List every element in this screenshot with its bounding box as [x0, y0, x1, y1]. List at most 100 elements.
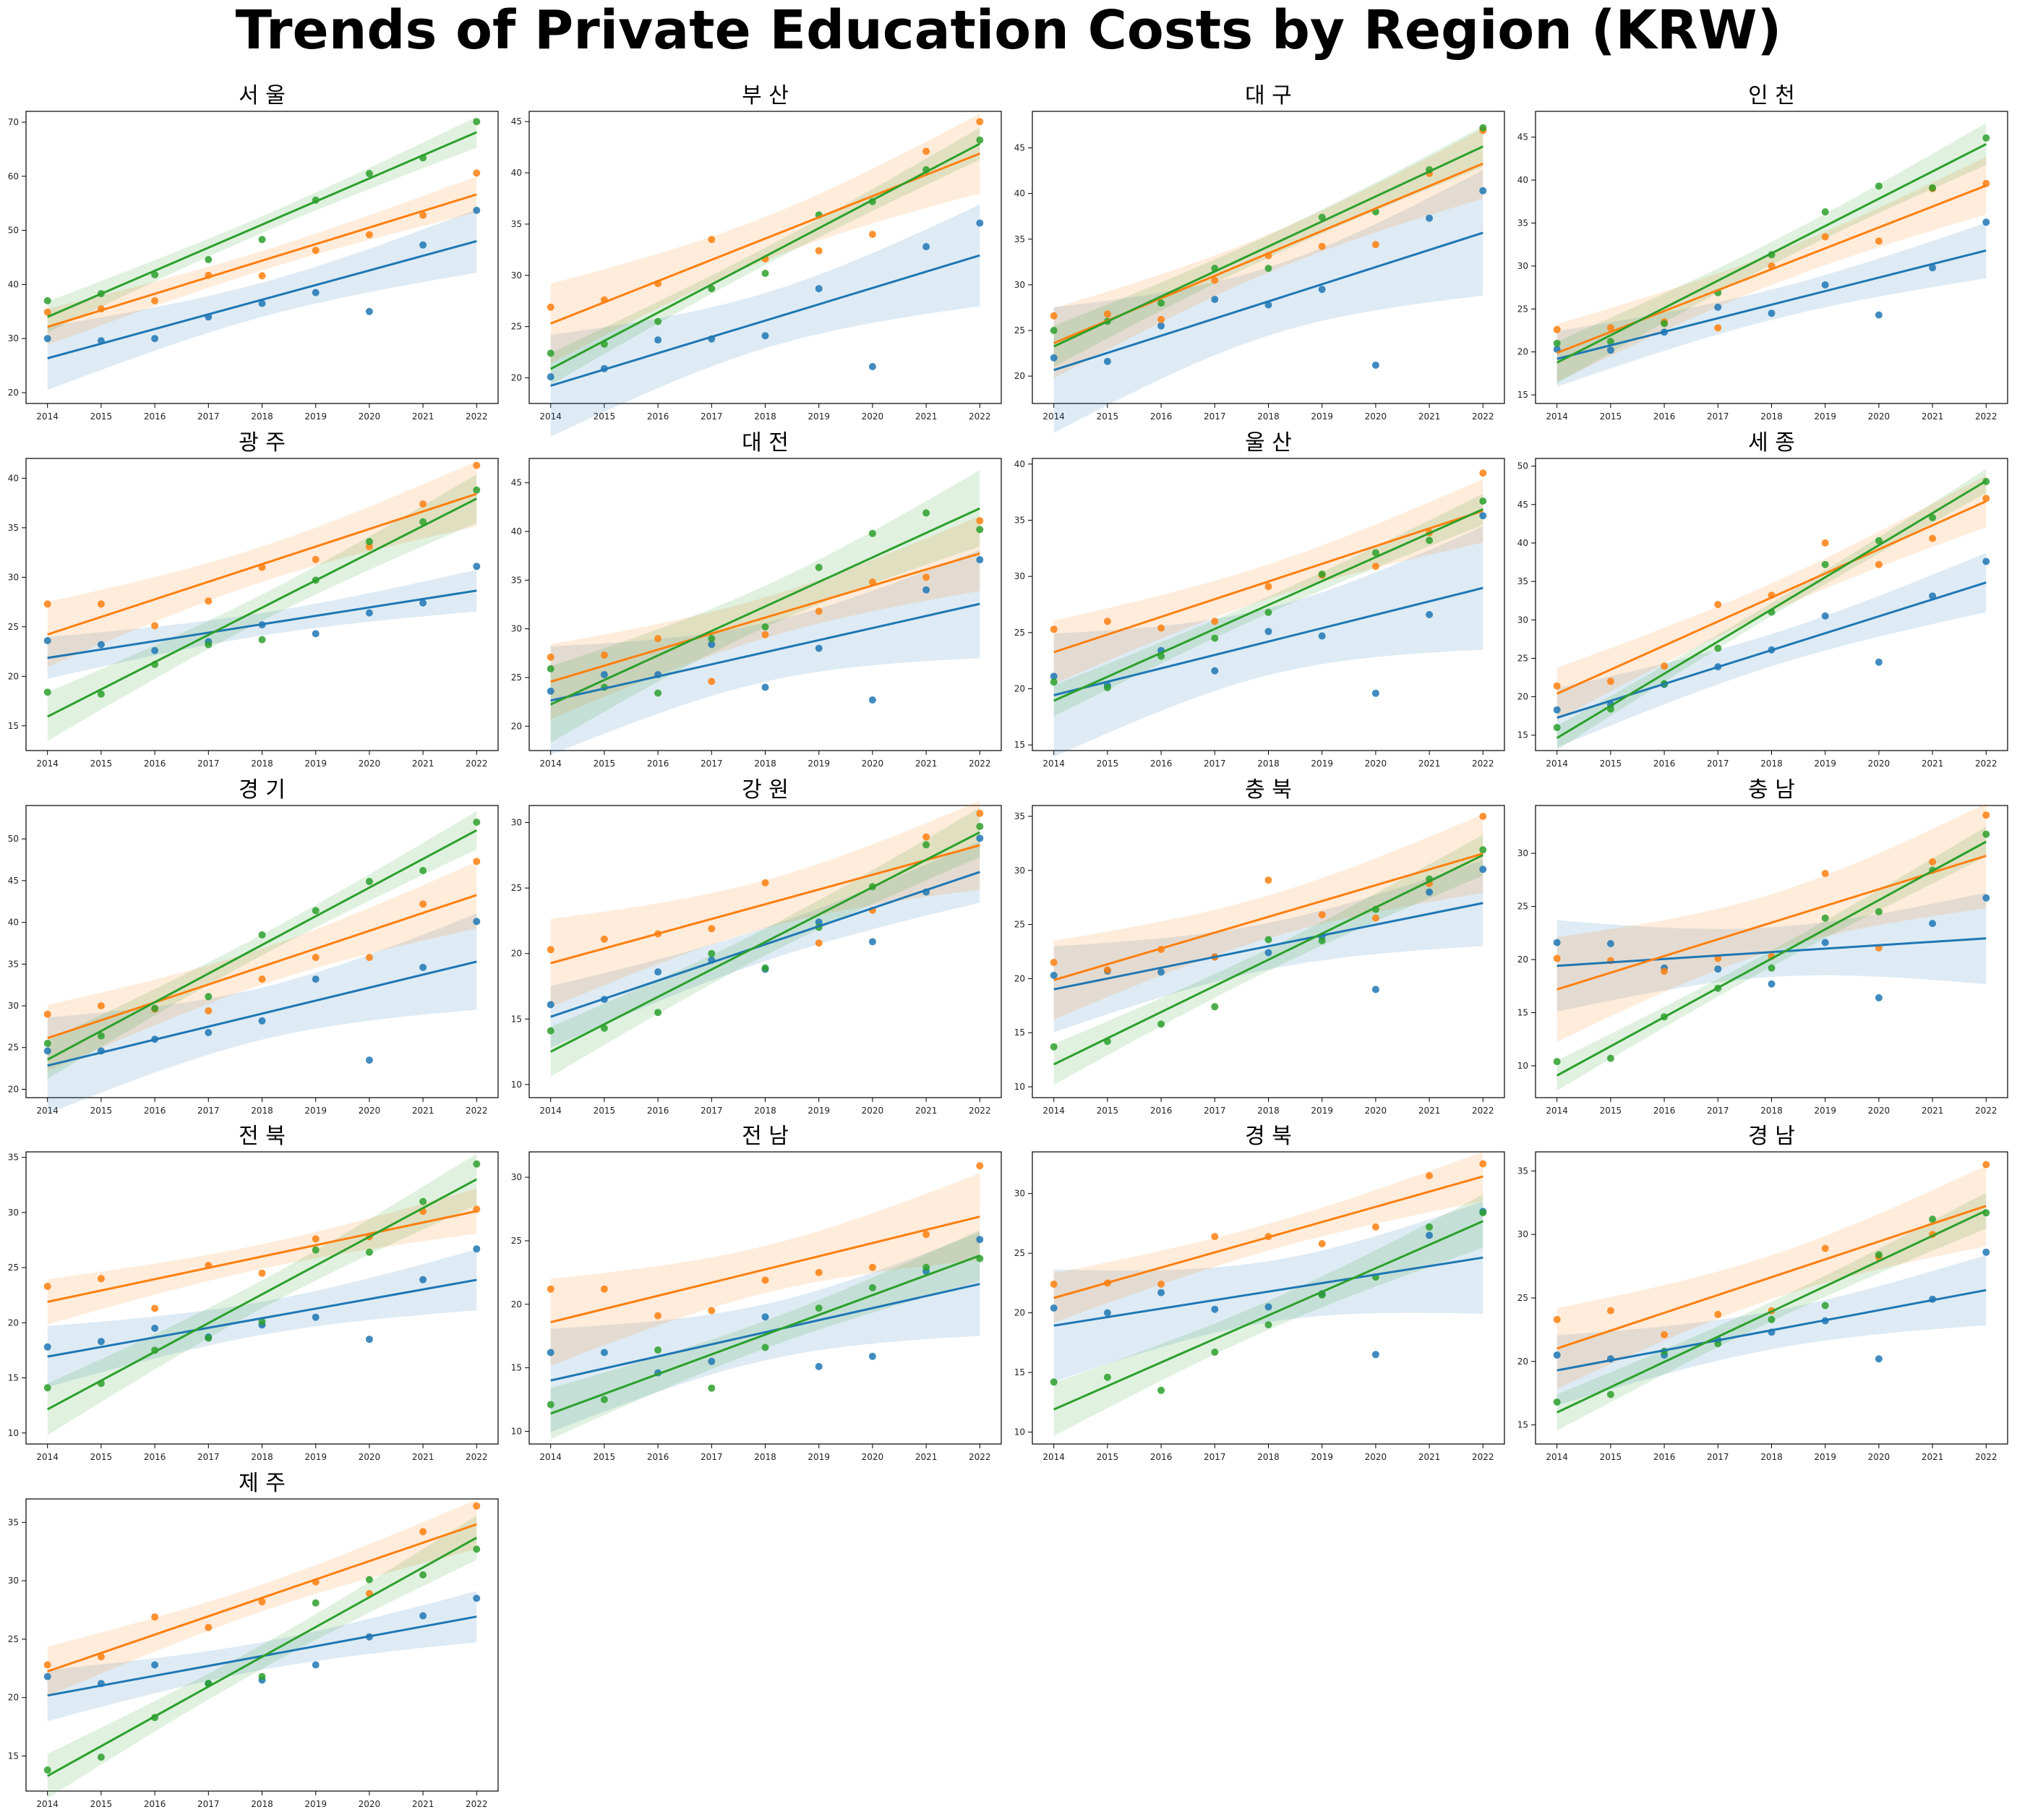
data-point-series-1: [815, 939, 823, 947]
x-tick-label: 2020: [1868, 411, 1890, 422]
y-tick-label: 35: [1014, 515, 1025, 525]
y-tick-label: 40: [8, 279, 19, 289]
x-tick-label: 2022: [969, 411, 991, 422]
y-tick-label: 45: [1517, 500, 1528, 510]
x-tick-label: 2017: [197, 759, 220, 769]
data-point-series-2: [43, 688, 51, 696]
x-tick-label: 2015: [1600, 759, 1622, 769]
y-tick-label: 20: [1014, 973, 1025, 983]
x-tick-label: 2017: [1204, 1106, 1226, 1116]
data-point-series-2: [205, 256, 213, 263]
data-point-series-2: [1157, 1386, 1165, 1394]
data-point-series-0: [868, 696, 876, 704]
y-tick-label: 25: [8, 1634, 19, 1644]
x-tick-label: 2022: [1975, 1452, 1997, 1462]
data-point-series-1: [1661, 967, 1669, 975]
data-point-series-2: [419, 867, 427, 874]
x-tick-label: 2015: [90, 1452, 113, 1462]
x-tick-label: 2018: [1257, 759, 1280, 769]
data-point-series-2: [473, 118, 481, 126]
y-tick-label: 50: [8, 226, 19, 236]
y-tick-label: 15: [1014, 740, 1025, 750]
y-tick-label: 40: [1014, 189, 1025, 199]
data-point-series-0: [1371, 986, 1379, 994]
x-tick-label: 2016: [647, 411, 669, 422]
data-point-series-1: [1606, 324, 1614, 332]
data-point-series-2: [1982, 830, 1990, 838]
x-tick-label: 2016: [1653, 759, 1676, 769]
data-point-series-2: [547, 1401, 554, 1409]
data-point-series-2: [1264, 936, 1272, 944]
data-point-series-0: [1426, 888, 1434, 896]
x-tick-label: 2014: [1042, 1106, 1065, 1116]
data-point-series-1: [1157, 315, 1165, 323]
page-title: Trends of Private Education Costs by Reg…: [235, 0, 1782, 61]
x-tick-label: 2017: [701, 759, 723, 769]
x-tick-label: 2022: [466, 1799, 488, 1809]
y-tick-label: 35: [1517, 218, 1528, 228]
regression-line-series-2: [550, 831, 980, 1053]
subplot-title: 전 남: [742, 1124, 789, 1149]
x-tick-label: 2022: [969, 1452, 991, 1462]
data-point-series-2: [708, 285, 716, 293]
x-tick-label: 2016: [1653, 411, 1676, 422]
data-point-series-2: [1426, 1223, 1434, 1231]
data-point-series-1: [976, 118, 984, 126]
x-tick-label: 2017: [1204, 759, 1226, 769]
x-tick-label: 2016: [647, 1452, 669, 1462]
data-point-series-2: [1929, 513, 1937, 521]
data-point-series-1: [312, 555, 320, 563]
x-tick-label: 2014: [36, 1106, 59, 1116]
data-point-series-0: [97, 641, 105, 649]
regression-line-series-1: [550, 552, 980, 683]
data-point-series-0: [1211, 296, 1219, 304]
data-point-series-0: [1426, 611, 1434, 618]
subplot-title: 경 북: [1245, 1124, 1292, 1149]
subplot-7: 세 종 2014 2015 2016 2017 2018 2019 2020 2021 2022 1…: [1517, 430, 2008, 769]
x-tick-label: 2014: [1546, 1106, 1568, 1116]
x-tick-label: 2022: [466, 411, 488, 422]
subplot-title: 제 주: [239, 1471, 286, 1496]
y-tick-label: 35: [8, 959, 19, 969]
data-point-series-2: [1821, 914, 1829, 922]
data-point-series-1: [761, 631, 769, 638]
x-tick-label: 2019: [808, 411, 830, 422]
y-tick-label: 25: [1517, 653, 1528, 663]
subplot-title: 광 주: [239, 430, 286, 456]
y-tick-label: 25: [1014, 628, 1025, 638]
x-tick-label: 2018: [1257, 411, 1280, 422]
data-point-series-1: [97, 600, 105, 608]
data-point-series-0: [1982, 1248, 1990, 1256]
y-tick-label: 30: [1014, 280, 1025, 290]
data-point-series-0: [1318, 632, 1326, 640]
data-point-series-1: [43, 1010, 51, 1018]
data-point-series-0: [547, 1349, 554, 1357]
regression-line-series-0: [47, 589, 477, 659]
data-point-series-2: [1875, 537, 1883, 544]
y-tick-label: 15: [511, 1363, 522, 1373]
y-tick-label: 15: [1517, 730, 1528, 740]
x-tick-label: 2019: [808, 759, 830, 769]
x-tick-label: 2019: [808, 1452, 830, 1462]
data-point-series-1: [708, 678, 716, 685]
data-point-series-0: [365, 1056, 373, 1064]
x-tick-label: 2020: [359, 759, 381, 769]
x-tick-label: 2022: [1472, 411, 1494, 422]
data-point-series-2: [97, 1032, 105, 1040]
x-tick-label: 2021: [1418, 1452, 1441, 1462]
data-point-series-1: [97, 1275, 105, 1283]
data-point-series-2: [1768, 1315, 1776, 1323]
y-tick-label: 20: [1517, 692, 1528, 702]
x-tick-label: 2015: [90, 759, 113, 769]
x-tick-label: 2014: [539, 1452, 562, 1462]
regression-line-series-0: [1556, 249, 1987, 360]
data-point-series-0: [600, 1349, 608, 1357]
data-point-series-0: [815, 644, 823, 652]
x-tick-label: 2018: [1760, 411, 1783, 422]
x-tick-label: 2019: [1814, 759, 1836, 769]
y-tick-label: 60: [8, 171, 19, 181]
x-tick-label: 2021: [1922, 1106, 1944, 1116]
data-point-series-2: [1875, 907, 1883, 915]
x-tick-label: 2017: [701, 411, 723, 422]
